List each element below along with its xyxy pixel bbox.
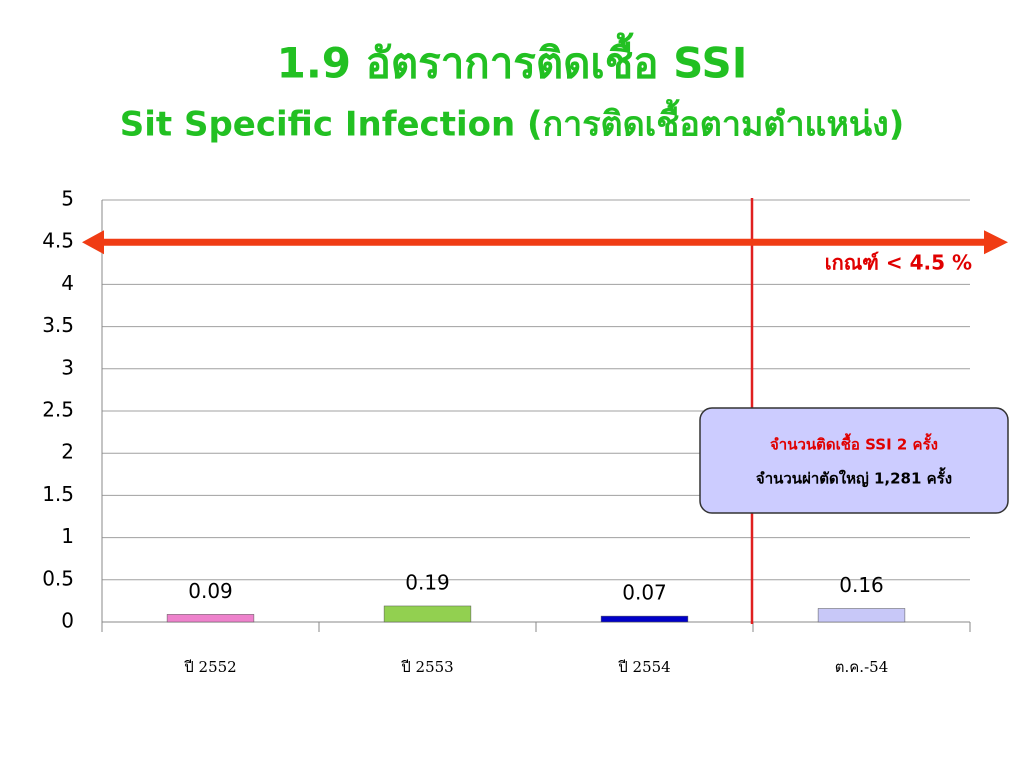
threshold-label: เกณฑ์ < 4.5 % [825,251,972,275]
y-tick-label: 3.5 [42,313,74,337]
y-tick-label: 3 [61,355,74,379]
arrow-head [82,230,104,255]
chart-subtitle: Sit Specific Infection (การติดเชื้อตามตำ… [120,99,905,145]
y-tick-label: 4.5 [42,229,74,253]
x-tick-label: ต.ค.-54 [835,658,888,676]
value-label: 0.19 [405,570,450,594]
y-tick-label: 0 [61,609,74,633]
y-tick-label: 1 [61,524,74,548]
bar [817,608,906,623]
annotation: จำนวนติดเชื้อ SSI 2 ครั้ง [770,433,938,454]
y-tick-label: 2.5 [42,398,74,422]
y-tick-label: 1.5 [42,482,74,506]
y-tick-label: 5 [61,187,74,211]
bar [166,614,255,623]
y-tick-label: 0.5 [42,566,74,590]
y-tick-label: 4 [61,271,74,295]
x-tick-label: ปี 2552 [183,658,236,676]
x-tick-label: ปี 2554 [617,658,670,676]
y-tick-label: 2 [61,440,74,464]
bar [383,605,472,623]
bar [600,615,689,623]
annotation: จำนวนผ่าตัดใหญ่ 1,281 ครั้ง [756,467,952,488]
chart-title: 1.9 อัตราการติดเชื้อ SSI [277,32,748,88]
value-label: 0.16 [839,573,884,597]
x-tick-label: ปี 2553 [400,658,453,676]
value-label: 0.07 [622,581,667,605]
value-label: 0.09 [188,579,233,603]
annotation-box [699,407,1009,514]
arrow-head [984,230,1008,255]
